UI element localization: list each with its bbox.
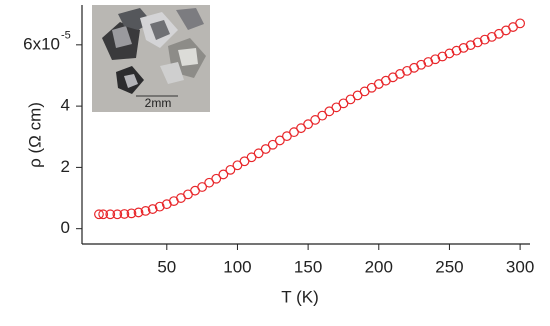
data-point bbox=[253, 148, 264, 159]
y-tick-exponent: -5 bbox=[61, 30, 71, 42]
x-axis-label: T (K) bbox=[281, 287, 318, 306]
data-point bbox=[147, 204, 158, 214]
data-point bbox=[274, 135, 285, 146]
data-point bbox=[515, 18, 526, 29]
data-point bbox=[140, 206, 151, 216]
y-axis-label: ρ (Ω cm) bbox=[25, 102, 44, 168]
inset-photo bbox=[92, 5, 210, 112]
y-tick-label: 2 bbox=[61, 157, 70, 176]
data-point bbox=[218, 169, 229, 180]
data-point bbox=[310, 115, 321, 125]
data-point bbox=[458, 42, 469, 53]
data-point bbox=[423, 57, 434, 67]
data-point bbox=[260, 144, 271, 154]
data-point bbox=[94, 209, 104, 220]
y-tick-label: 4 bbox=[61, 96, 70, 115]
x-tick-label: 250 bbox=[435, 257, 463, 276]
data-point bbox=[133, 207, 144, 218]
data-point bbox=[465, 40, 476, 51]
data-point bbox=[472, 37, 483, 48]
data-point bbox=[119, 209, 130, 219]
data-point bbox=[197, 182, 208, 192]
y-tick-label: 6x10 bbox=[23, 34, 60, 53]
data-point bbox=[211, 173, 222, 184]
x-tick-label: 150 bbox=[294, 257, 322, 276]
data-point bbox=[451, 45, 462, 56]
data-point bbox=[154, 201, 165, 212]
data-point bbox=[416, 59, 427, 70]
data-point bbox=[479, 34, 490, 45]
data-point bbox=[317, 110, 328, 121]
data-point bbox=[303, 119, 314, 130]
data-point bbox=[126, 208, 137, 219]
data-point bbox=[430, 54, 441, 65]
data-point bbox=[444, 48, 455, 59]
data-point bbox=[267, 139, 278, 150]
y-tick-label: 0 bbox=[61, 218, 70, 237]
inset-annotation: 2mm bbox=[145, 96, 172, 110]
x-tick-label: 100 bbox=[223, 257, 251, 276]
x-tick-label: 50 bbox=[157, 257, 176, 276]
data-point bbox=[98, 209, 109, 220]
data-point bbox=[112, 209, 123, 220]
x-tick-label: 300 bbox=[506, 257, 534, 276]
x-tick-label: 200 bbox=[365, 257, 393, 276]
data-point bbox=[225, 164, 236, 175]
data-point bbox=[105, 209, 116, 220]
